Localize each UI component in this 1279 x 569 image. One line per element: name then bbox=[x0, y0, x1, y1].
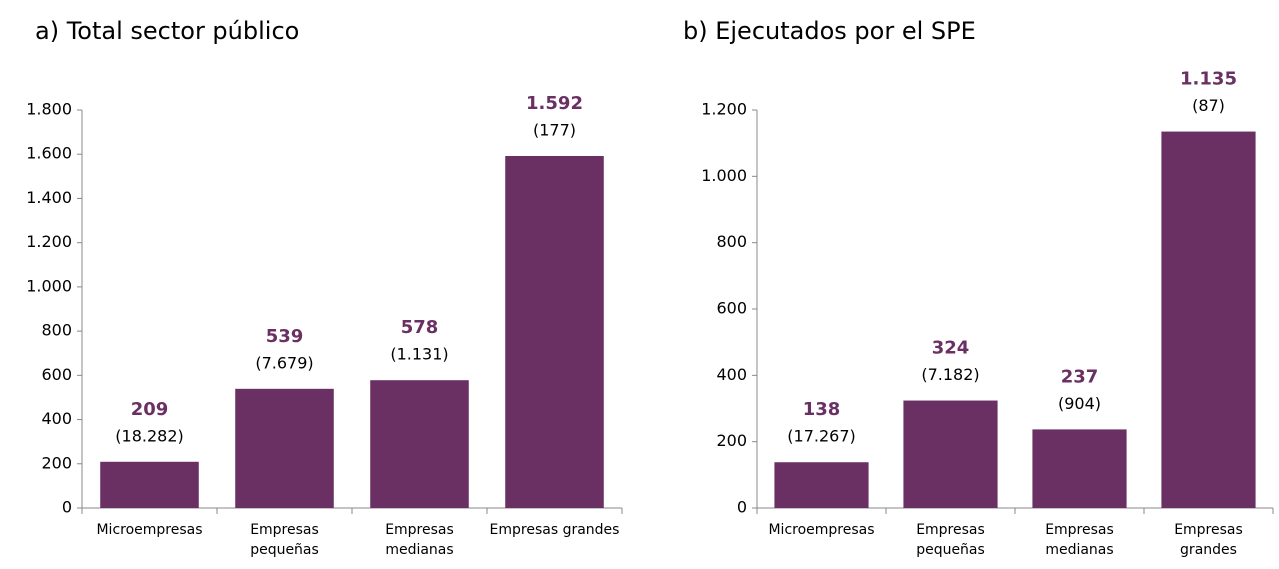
x-tick-label-box: Empresas pequeñas bbox=[250, 522, 319, 558]
y-tick-label: 0 bbox=[737, 498, 747, 517]
bar bbox=[1032, 429, 1127, 508]
value-label: 138 bbox=[803, 399, 841, 420]
count-label: (87) bbox=[1192, 96, 1225, 115]
x-tick-label: Microempresas bbox=[96, 522, 203, 538]
bar bbox=[235, 388, 334, 508]
y-tick-label: 0 bbox=[62, 498, 72, 517]
value-label: 578 bbox=[401, 317, 439, 338]
value-label: 324 bbox=[932, 338, 970, 359]
count-label: (7.679) bbox=[255, 353, 313, 372]
y-tick-label: 600 bbox=[716, 299, 747, 318]
bar bbox=[505, 155, 604, 509]
bar bbox=[903, 400, 998, 508]
bar bbox=[100, 461, 199, 508]
x-tick-label-box: Empresas grandes bbox=[1174, 522, 1243, 558]
x-tick-label: Empresas medianas bbox=[1045, 522, 1114, 558]
y-tick-label: 200 bbox=[41, 453, 72, 472]
x-tick-label: Empresas medianas bbox=[385, 522, 454, 558]
count-label: (17.267) bbox=[787, 427, 855, 446]
x-tick-label-box: Microempresas bbox=[96, 522, 203, 538]
chart-title: b) Ejecutados por el SPE bbox=[683, 17, 976, 45]
y-tick-label: 800 bbox=[41, 321, 72, 340]
count-label: (177) bbox=[533, 120, 576, 139]
x-tick-label: Empresas pequeñas bbox=[250, 522, 319, 558]
y-tick-label: 1.000 bbox=[26, 276, 72, 295]
count-label: (7.182) bbox=[921, 365, 979, 384]
count-label: (18.282) bbox=[115, 426, 183, 445]
value-label: 1.135 bbox=[1180, 69, 1237, 90]
y-tick-label: 200 bbox=[716, 431, 747, 450]
y-tick-label: 1.200 bbox=[701, 100, 747, 119]
y-tick-label: 400 bbox=[716, 365, 747, 384]
y-tick-label: 800 bbox=[716, 232, 747, 251]
value-label: 209 bbox=[131, 399, 169, 420]
y-tick-label: 1.200 bbox=[26, 232, 72, 251]
bar bbox=[370, 380, 469, 508]
x-tick-label: Microempresas bbox=[768, 522, 875, 538]
y-tick-label: 1.600 bbox=[26, 144, 72, 163]
x-tick-label-box: Empresas medianas bbox=[385, 522, 454, 558]
value-label: 237 bbox=[1061, 366, 1099, 387]
x-tick-label: Empresas grandes bbox=[489, 522, 620, 538]
bar bbox=[774, 462, 869, 508]
x-tick-label-box: Empresas grandes bbox=[489, 522, 620, 538]
chart-title: a) Total sector público bbox=[35, 17, 299, 45]
x-tick-label-box: Microempresas bbox=[768, 522, 875, 538]
x-tick-label-box: Empresas medianas bbox=[1045, 522, 1114, 558]
x-tick-label-box: Empresas pequeñas bbox=[916, 522, 985, 558]
x-tick-label: Empresas grandes bbox=[1174, 522, 1243, 558]
y-tick-label: 1.800 bbox=[26, 100, 72, 119]
bar bbox=[1161, 131, 1256, 508]
count-label: (904) bbox=[1058, 394, 1101, 413]
value-label: 1.592 bbox=[526, 93, 583, 114]
count-label: (1.131) bbox=[390, 345, 448, 364]
y-tick-label: 1.000 bbox=[701, 166, 747, 185]
value-label: 539 bbox=[266, 326, 304, 347]
x-tick-label: Empresas pequeñas bbox=[916, 522, 985, 558]
y-tick-label: 400 bbox=[41, 409, 72, 428]
y-tick-label: 1.400 bbox=[26, 188, 72, 207]
y-tick-label: 600 bbox=[41, 365, 72, 384]
